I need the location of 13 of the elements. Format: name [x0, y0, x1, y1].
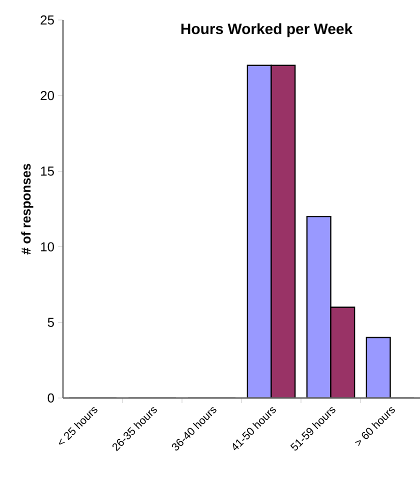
y-tick-label: 0: [48, 393, 54, 403]
y-tick-label: 5: [48, 318, 54, 327]
y-axis-title: # of responses: [21, 164, 34, 254]
y-tick-label: 20: [40, 91, 54, 100]
y-tick-label: 25: [40, 15, 54, 25]
bar: [366, 336, 391, 398]
bar: [306, 216, 332, 398]
y-tick-label: 15: [41, 166, 54, 176]
chart-title: Hours Worked per Week: [181, 23, 353, 38]
y-tick-label: 10: [41, 242, 54, 252]
bar: [270, 64, 296, 398]
bar: [330, 306, 356, 398]
bar: [246, 64, 272, 398]
